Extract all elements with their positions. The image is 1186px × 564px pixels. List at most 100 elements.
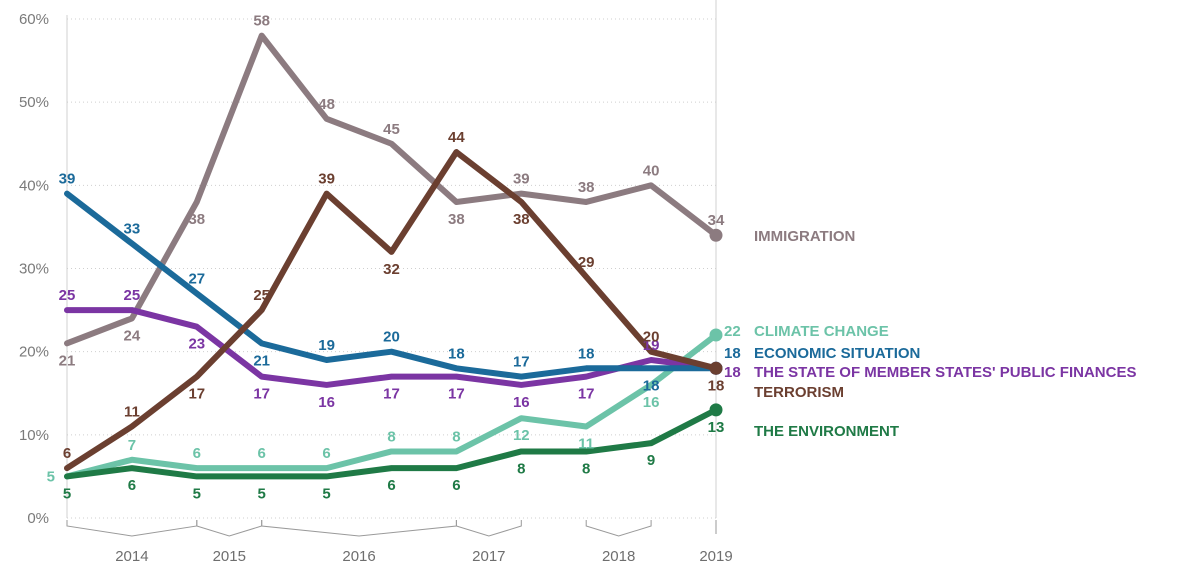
data-label: 7 (128, 437, 136, 454)
x-tick-label: 2017 (472, 548, 505, 564)
data-label: 44 (448, 129, 465, 146)
series-line (64, 332, 719, 480)
x-axis-bracket (196, 520, 263, 537)
x-axis: 2014 2015 2016 2017 2018 2019 (66, 520, 733, 564)
data-label: 24 (124, 327, 141, 344)
data-label: 38 (188, 211, 205, 228)
series-line (64, 190, 719, 380)
data-label: 17 (513, 354, 530, 371)
y-axis-ticks: 0% 10% 20% 30% 40% 50% 60% (19, 11, 49, 527)
x-axis-bracket (455, 520, 522, 537)
data-label: 6 (452, 477, 460, 494)
data-label: 27 (188, 270, 205, 287)
y-tick-label: 40% (19, 177, 49, 194)
data-label: 12 (513, 427, 530, 444)
data-label: 17 (578, 386, 595, 403)
data-label: 18 (708, 377, 725, 394)
series-name-label: IMMIGRATION (754, 228, 855, 245)
y-tick-label: 10% (19, 427, 49, 444)
data-label: 8 (582, 460, 590, 477)
data-label: 33 (124, 221, 141, 238)
data-label: 6 (258, 445, 266, 462)
y-tick-label: 50% (19, 94, 49, 111)
data-label: 8 (387, 428, 395, 445)
data-label: 39 (318, 171, 335, 188)
series-end-point (709, 361, 723, 375)
series-line (64, 406, 719, 480)
data-label: 18 (578, 345, 595, 362)
data-label: 5 (258, 485, 266, 502)
data-label: 34 (708, 212, 725, 229)
series-names: IMMIGRATION 22 CLIMATE CHANGE 18 ECONOMIC SI… (724, 228, 1136, 440)
data-label: 38 (513, 211, 530, 228)
data-label: 48 (318, 96, 335, 113)
data-label: 23 (188, 336, 205, 353)
data-label: 17 (188, 386, 205, 403)
series-end-point (709, 228, 723, 242)
series-name-label: THE STATE OF MEMBER STATES' PUBLIC FINAN… (754, 364, 1136, 381)
series-lines (64, 32, 723, 480)
series-line (64, 307, 719, 388)
data-label: 38 (578, 179, 595, 196)
data-label: 6 (193, 445, 201, 462)
data-label: 5 (63, 485, 71, 502)
end-value-label: 18 (724, 345, 741, 362)
y-tick-label: 60% (19, 11, 49, 28)
data-label: 32 (383, 261, 400, 278)
data-label: 5 (322, 485, 330, 502)
data-label: 16 (643, 394, 660, 411)
x-axis-bracket (261, 520, 457, 537)
data-label: 18 (643, 377, 660, 394)
data-label: 20 (643, 329, 660, 346)
data-label: 18 (448, 345, 465, 362)
data-label: 29 (578, 254, 595, 271)
data-label: 5 (193, 485, 201, 502)
data-label: 9 (647, 452, 655, 469)
series-name-label: CLIMATE CHANGE (754, 323, 889, 340)
data-label: 16 (318, 394, 335, 411)
series-name-label: THE ENVIRONMENT (754, 423, 899, 440)
series-name-label: ECONOMIC SITUATION (754, 345, 920, 362)
y-tick-label: 30% (19, 261, 49, 278)
series-name-label: TERRORISM (754, 384, 844, 401)
data-label: 17 (448, 386, 465, 403)
data-label: 6 (63, 445, 71, 462)
data-label: 39 (59, 171, 76, 188)
x-tick-label: 2015 (213, 548, 246, 564)
x-axis-bracket (585, 520, 652, 537)
data-label: 25 (253, 287, 270, 304)
data-label: 25 (124, 287, 141, 304)
x-tick-label: 2014 (115, 548, 148, 564)
gridlines (66, 0, 717, 519)
data-label: 5 (47, 468, 55, 485)
data-label: 8 (452, 428, 460, 445)
x-axis-bracket (66, 520, 198, 537)
x-tick-label: 2019 (699, 548, 732, 564)
data-label: 21 (59, 352, 76, 369)
data-label: 40 (643, 162, 660, 179)
data-label: 16 (513, 394, 530, 411)
data-label: 19 (643, 337, 660, 354)
data-label: 6 (387, 477, 395, 494)
data-label: 13 (708, 419, 725, 436)
series-end-point (709, 403, 723, 417)
data-label: 25 (59, 287, 76, 304)
data-label: 6 (128, 477, 136, 494)
x-tick-label: 2016 (342, 548, 375, 564)
data-label: 45 (383, 121, 400, 138)
data-label: 21 (253, 352, 270, 369)
data-label: 11 (578, 436, 594, 453)
data-label: 17 (253, 386, 270, 403)
data-label: 6 (322, 445, 330, 462)
end-value-label: 22 (724, 323, 741, 340)
end-value-label: 18 (724, 364, 741, 381)
y-tick-label: 20% (19, 344, 49, 361)
data-label: 39 (513, 171, 530, 188)
data-label: 19 (318, 337, 335, 354)
data-label: 17 (383, 386, 400, 403)
data-label: 8 (517, 460, 525, 477)
series-end-point (709, 328, 723, 342)
data-labels: 21 24 38 5 8 48 45 38 39 38 40 34 5 7 6 6 6 8 8 12 11 16 39 33 2… (47, 13, 725, 503)
x-tick-label: 2018 (602, 548, 635, 564)
